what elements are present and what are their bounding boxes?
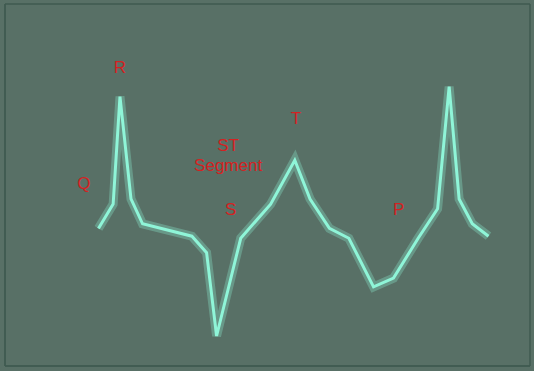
svg-text:S: S — [225, 200, 236, 219]
svg-text:Q: Q — [77, 174, 90, 193]
svg-text:R: R — [114, 58, 126, 77]
svg-text:STSegment: STSegment — [194, 136, 262, 175]
svg-text:T: T — [291, 110, 301, 129]
svg-text:P: P — [393, 200, 404, 219]
